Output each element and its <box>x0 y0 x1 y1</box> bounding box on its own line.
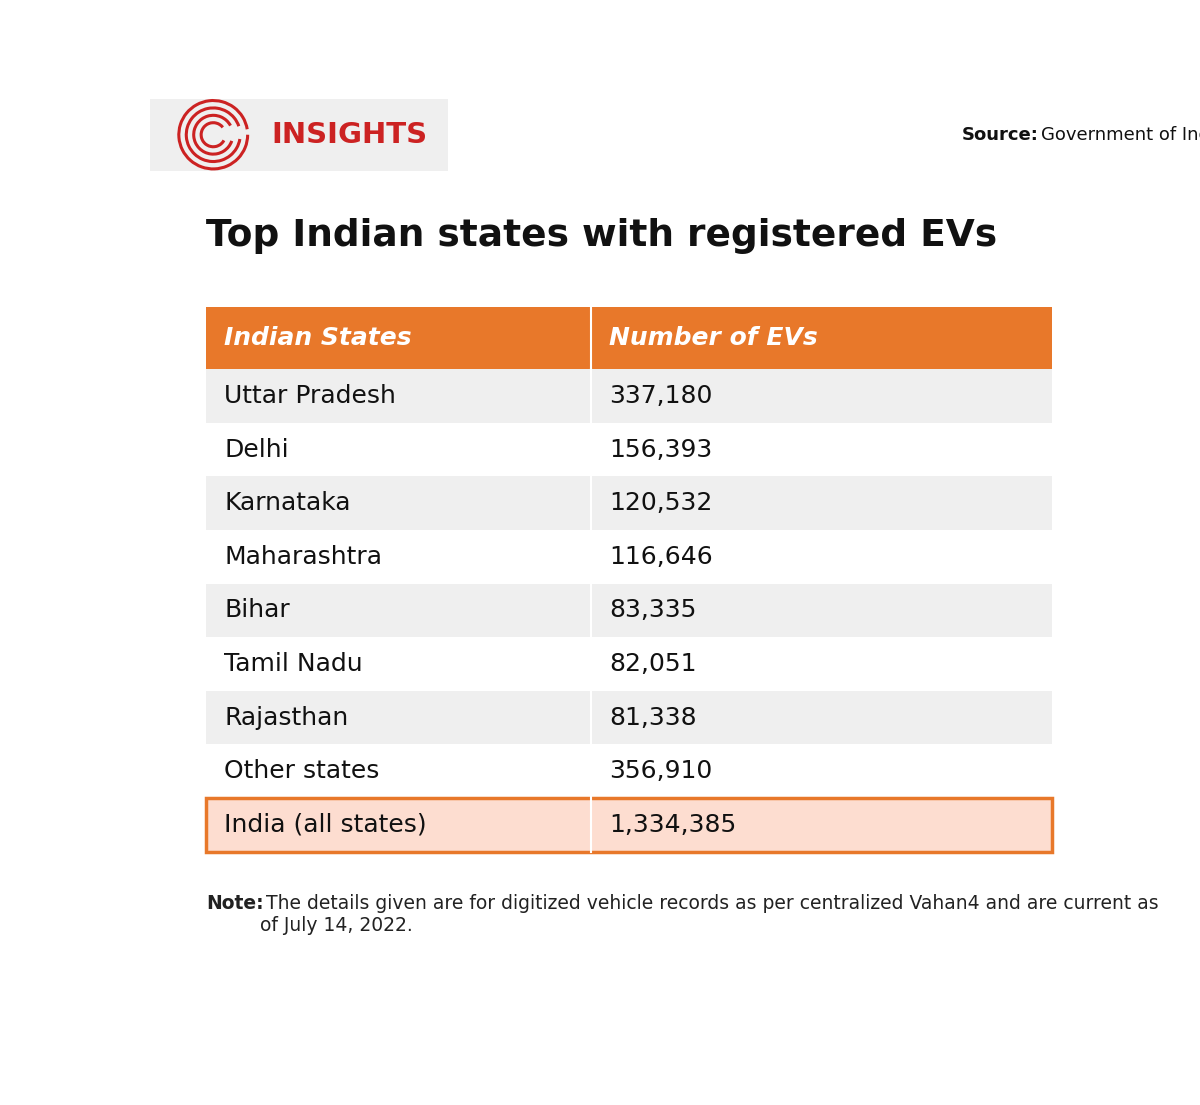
Text: The details given are for digitized vehicle records as per centralized Vahan4 an: The details given are for digitized vehi… <box>259 894 1158 935</box>
Text: 1,334,385: 1,334,385 <box>610 813 737 836</box>
Bar <box>206 369 1052 423</box>
Bar <box>206 307 1052 369</box>
Text: Tamil Nadu: Tamil Nadu <box>224 652 364 676</box>
Bar <box>206 530 1052 583</box>
Text: 83,335: 83,335 <box>610 598 697 622</box>
Text: Source:: Source: <box>961 126 1038 144</box>
Bar <box>206 583 1052 638</box>
Text: Top Indian states with registered EVs: Top Indian states with registered EVs <box>206 218 997 254</box>
Text: 81,338: 81,338 <box>610 706 697 729</box>
Text: Government of India: Government of India <box>1040 126 1200 144</box>
Text: Number of EVs: Number of EVs <box>610 326 818 350</box>
Bar <box>206 798 1052 852</box>
Text: Bihar: Bihar <box>224 598 290 622</box>
Text: INSIGHTS: INSIGHTS <box>271 120 427 149</box>
Bar <box>206 638 1052 691</box>
Bar <box>206 476 1052 530</box>
Text: 356,910: 356,910 <box>610 759 713 783</box>
Bar <box>206 798 1052 852</box>
Text: India (all states): India (all states) <box>224 813 427 836</box>
Text: Delhi: Delhi <box>224 438 289 462</box>
Text: Uttar Pradesh: Uttar Pradesh <box>224 383 396 408</box>
Bar <box>150 98 448 171</box>
Bar <box>206 745 1052 798</box>
Text: 156,393: 156,393 <box>610 438 713 462</box>
Text: Maharashtra: Maharashtra <box>224 545 383 569</box>
Bar <box>206 423 1052 476</box>
Text: 82,051: 82,051 <box>610 652 697 676</box>
Bar <box>206 691 1052 745</box>
Text: 337,180: 337,180 <box>610 383 713 408</box>
Text: Other states: Other states <box>224 759 379 783</box>
Text: Indian States: Indian States <box>224 326 412 350</box>
Text: Karnataka: Karnataka <box>224 491 350 515</box>
Text: Rajasthan: Rajasthan <box>224 706 349 729</box>
Text: Note:: Note: <box>206 894 264 913</box>
Text: 120,532: 120,532 <box>610 491 713 515</box>
Text: 116,646: 116,646 <box>610 545 713 569</box>
